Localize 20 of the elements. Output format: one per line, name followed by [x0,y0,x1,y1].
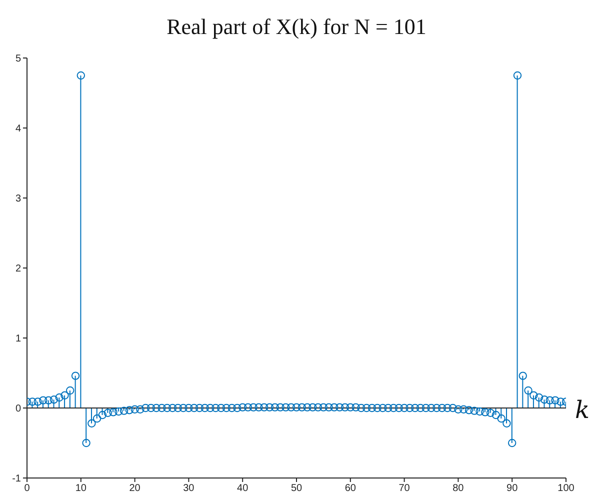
chart-title: Real part of X(k) for N = 101 [166,14,428,40]
x-tick-label: 80 [452,483,464,494]
x-tick-label: 90 [506,483,518,494]
y-tick-label: 3 [15,194,22,205]
x-tick-label: 10 [75,483,87,494]
x-tick-label: 0 [24,483,30,494]
x-tick-label: 60 [344,483,356,494]
y-tick-label: 2 [15,264,22,275]
y-tick-label: -1 [12,474,22,485]
x-axis-title: k [575,396,590,424]
x-tick-label: 100 [558,483,575,494]
y-tick-label: 1 [15,334,22,345]
y-tick-label: 5 [15,54,22,65]
x-tick-label: 40 [237,483,249,494]
x-tick-label: 20 [129,483,141,494]
y-tick-label: 0 [15,404,22,415]
x-tick-label: 50 [290,483,302,494]
y-tick-label: 4 [15,124,22,135]
x-tick-label: 70 [398,483,410,494]
x-tick-label: 30 [183,483,195,494]
